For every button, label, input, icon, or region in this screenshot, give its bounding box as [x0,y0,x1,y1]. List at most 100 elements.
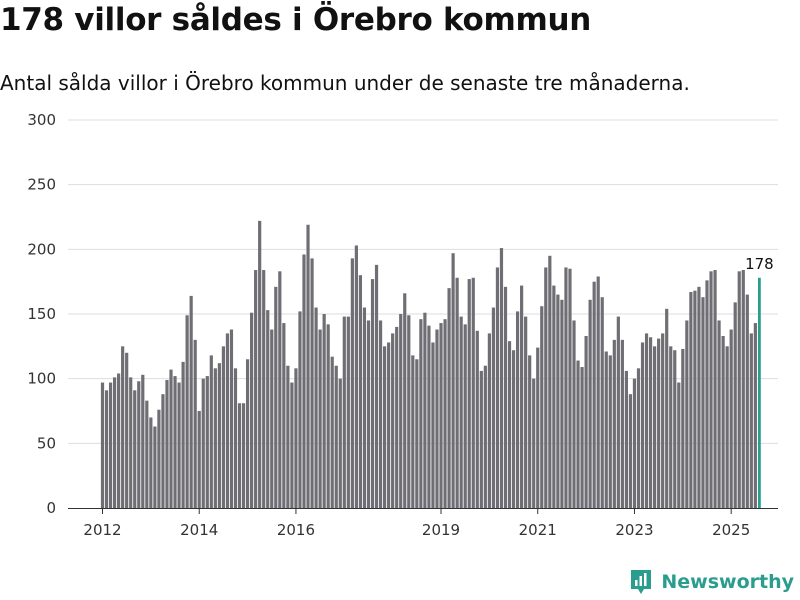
bar [467,279,471,508]
bar [701,297,705,508]
bar [592,281,596,508]
bar [552,285,556,508]
bar [685,320,689,508]
bar [282,323,286,508]
bar [270,329,274,508]
bar [177,382,181,508]
bar [314,307,318,508]
bar [330,356,334,508]
bar [415,359,419,508]
bar [358,275,363,508]
bar [487,333,491,508]
bar [294,368,298,508]
bar [374,264,379,508]
x-tick-label: 2012 [83,521,121,539]
bar [636,368,641,508]
bar [197,411,201,508]
bar [600,297,604,508]
bar [298,311,302,508]
bar [121,346,125,508]
bar [149,417,153,508]
bar [125,352,129,508]
bar [233,368,238,508]
bar [665,308,669,508]
bar [455,277,459,508]
bar [483,365,487,508]
y-tick-label: 300 [27,111,56,129]
bar [632,378,637,508]
bar [133,390,137,508]
bar [653,346,657,508]
bar [104,390,109,508]
bar [302,254,306,508]
bar [169,369,173,508]
bar [693,290,697,508]
bar [528,355,532,508]
bar [443,319,447,508]
bar [141,374,145,508]
bar [536,347,540,508]
x-tick-label: 2023 [615,521,653,539]
bar [532,378,536,508]
bar [709,271,713,508]
bar [354,245,358,508]
chart-title: 178 villor såldes i Örebro kommun [0,2,591,38]
x-tick-label: 2016 [277,521,315,539]
y-tick-label: 100 [27,370,56,388]
bar [524,316,528,508]
bar [100,382,105,508]
bar [201,378,205,508]
bar [387,342,391,508]
y-tick-label: 250 [27,176,56,194]
bar [262,270,266,508]
bar [624,370,628,508]
bar [326,324,330,508]
y-tick-label: 200 [27,240,56,258]
bar [213,368,217,508]
bar [439,323,443,508]
bar [608,355,612,508]
bar [254,270,258,508]
bar [241,403,246,508]
bar [753,323,757,508]
bar [721,335,725,508]
bar [459,316,463,508]
bar [153,426,157,508]
bar [366,320,371,508]
bar [661,333,665,508]
bar [725,346,729,508]
bar [217,363,221,508]
chart-subtitle: Antal sålda villor i Örebro kommun under… [0,71,690,95]
bar [423,312,427,508]
bar [250,312,254,508]
bar [713,270,717,508]
bar [161,394,165,508]
bar [749,333,753,508]
bar [540,306,544,508]
bar [657,338,661,508]
bar [378,320,383,508]
y-axis-ticks: 0 50 100 150 200 250 300 [27,111,56,517]
bar [286,365,290,508]
brand-name: Newsworthy [661,571,794,593]
bar [556,294,560,508]
bar [499,248,504,509]
bar [447,288,451,508]
bar [737,271,741,508]
bar [572,320,576,508]
bar [278,271,282,508]
bar [370,279,375,508]
bar [620,339,624,508]
bar [112,377,117,508]
bar [137,381,141,508]
bar [588,299,592,508]
bar [669,346,673,508]
bar [584,335,588,508]
bar [181,361,185,508]
bar [604,351,608,508]
bar [520,285,524,508]
bar [362,307,367,508]
bar [564,267,568,508]
y-tick-label: 150 [27,305,56,323]
